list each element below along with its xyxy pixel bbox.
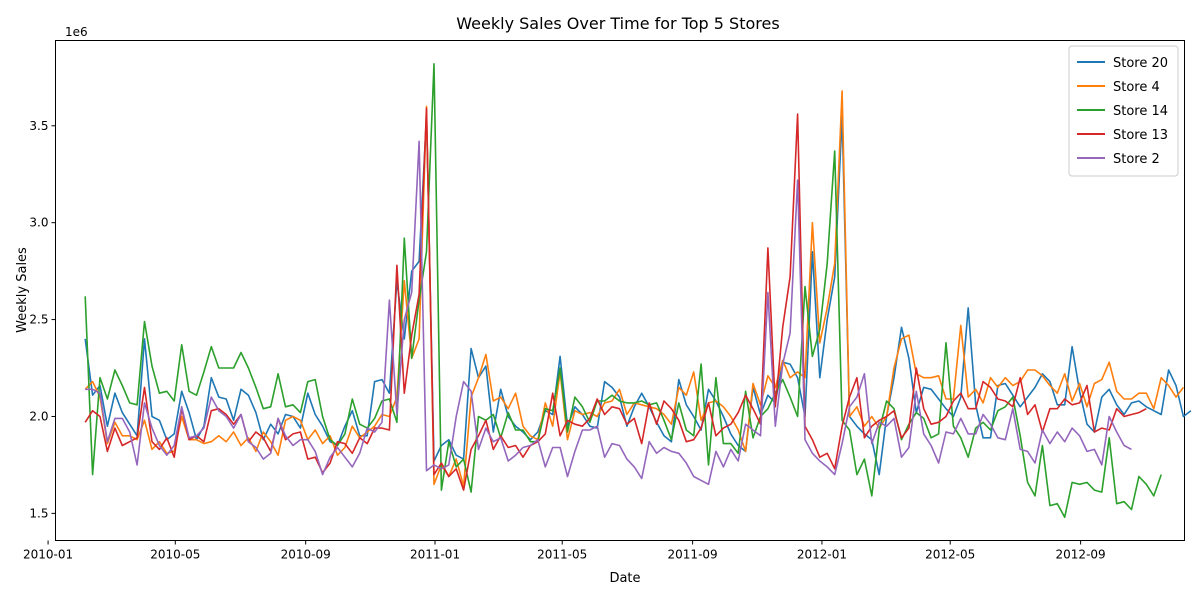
y-tick-label: 2.5 xyxy=(29,313,48,327)
legend-label: Store 14 xyxy=(1113,104,1168,119)
x-tick-label: 2011-01 xyxy=(410,548,460,562)
x-axis: 2010-01 2010-05 2010-09 2011-01 2011-05 2011-… xyxy=(23,540,1106,562)
series-line-store-14 xyxy=(84,62,1162,519)
x-tick-label: 2010-01 xyxy=(23,548,73,562)
y-tick-label: 3.5 xyxy=(29,119,48,133)
legend: Store 20 Store 4 Store 14 Store 13 Store 2 xyxy=(1068,45,1179,177)
legend-label: Store 20 xyxy=(1113,56,1168,71)
y-axis-label: Weekly Sales xyxy=(15,247,30,333)
x-tick-label: 2011-09 xyxy=(668,548,718,562)
series-line-store-20 xyxy=(84,115,1192,476)
y-axis: 1.5 2.0 2.5 3.0 3.5 xyxy=(29,119,56,520)
y-offset-label: 1e6 xyxy=(65,25,88,39)
plot-frame xyxy=(55,40,1185,541)
x-tick-label: 2012-05 xyxy=(925,548,975,562)
x-tick-label: 2010-05 xyxy=(150,548,200,562)
legend-frame xyxy=(1068,45,1179,177)
legend-label: Store 2 xyxy=(1113,152,1160,167)
series-lines xyxy=(84,62,1192,519)
legend-label: Store 13 xyxy=(1113,128,1168,143)
x-tick-label: 2011-05 xyxy=(537,548,587,562)
y-tick-label: 3.0 xyxy=(29,216,48,230)
x-axis-label: Date xyxy=(609,571,640,586)
y-tick-label: 1.5 xyxy=(29,506,48,520)
plot-area: 2010-01 2010-05 2010-09 2011-01 2011-05 2011-… xyxy=(23,40,1192,562)
series-line-store-13 xyxy=(84,107,1147,491)
chart-title: Weekly Sales Over Time for Top 5 Stores xyxy=(456,14,779,33)
y-tick-label: 2.0 xyxy=(29,409,48,423)
legend-label: Store 4 xyxy=(1113,80,1160,95)
x-tick-label: 2010-09 xyxy=(281,548,331,562)
series-line-store-2 xyxy=(85,140,1132,486)
x-tick-label: 2012-09 xyxy=(1056,548,1106,562)
x-tick-label: 2012-01 xyxy=(797,548,847,562)
